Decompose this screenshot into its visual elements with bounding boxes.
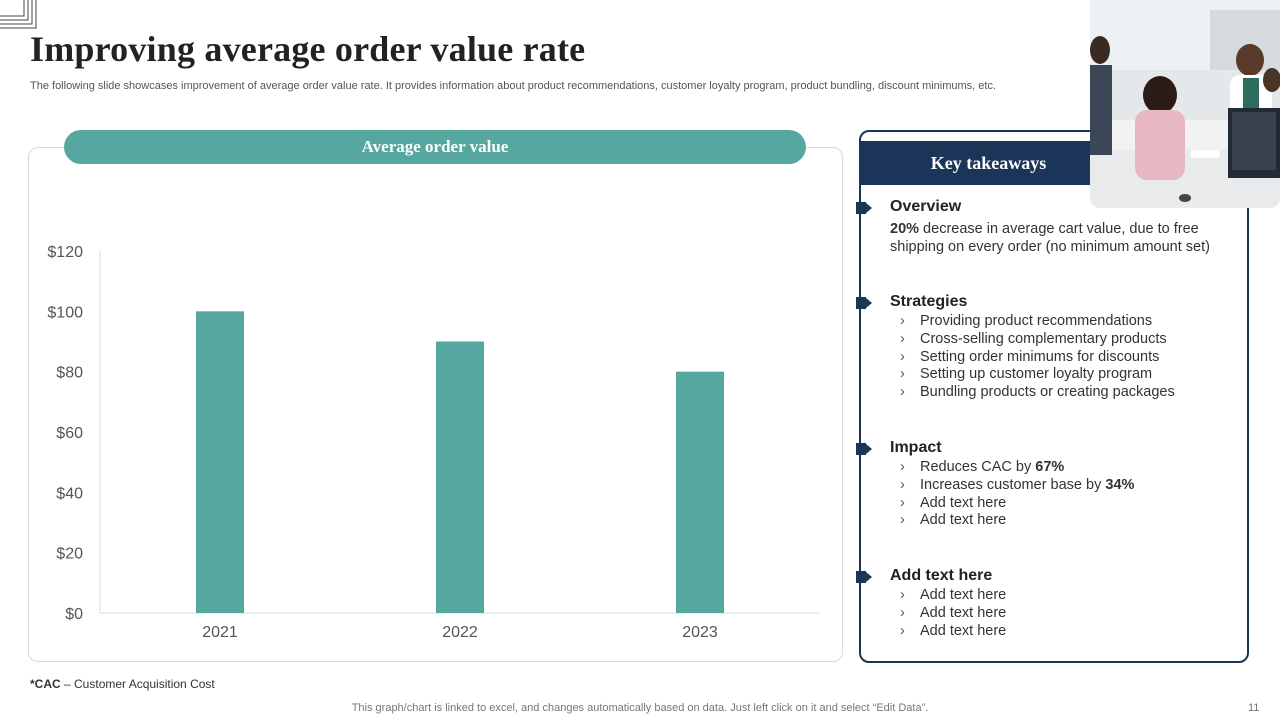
chevron-right-icon: › — [900, 366, 905, 383]
y-tick-label: $40 — [56, 485, 83, 502]
strategies-title: Strategies — [890, 293, 968, 310]
list-item-text: Bundling products or creating packages — [920, 384, 1175, 401]
list-item: › Increases customer base by 34% — [900, 477, 1134, 495]
list-item-text: Add text here — [920, 587, 1007, 603]
strategies-section: Strategies › Providing product recommenda… — [856, 293, 1246, 413]
overview-title: Overview — [890, 198, 962, 215]
extra-section: Add text here › Add text here › Add text h… — [856, 567, 1246, 647]
y-tick-label: $60 — [56, 425, 83, 442]
corner-decoration — [0, 0, 37, 29]
list-item: › Providing product recommendations — [900, 313, 1175, 331]
chevron-right-icon: › — [900, 313, 905, 329]
page-subtitle: The following slide showcases improvemen… — [30, 80, 997, 92]
bar-chart[interactable]: $0 $20 $40 $60 $80 $100 $120 2021 2022 2023 — [0, 0, 845, 665]
list-item-text: Add text here — [920, 512, 1007, 529]
strategies-list: › Providing product recommendations › Cros… — [900, 313, 1175, 402]
arrow-marker-icon — [856, 571, 872, 583]
chevron-right-icon: › — [900, 622, 905, 639]
extra-title: Add text here — [890, 567, 993, 584]
y-tick-label: $100 — [47, 304, 83, 321]
y-tick-label: $20 — [56, 546, 83, 563]
list-item-highlight: 67% — [1035, 459, 1065, 475]
list-item-text: Providing product recommendations — [920, 313, 1153, 329]
overview-highlight: 20% — [890, 221, 920, 237]
list-item-text: Reduces CAC by — [920, 459, 1036, 475]
chevron-right-icon: › — [900, 512, 905, 529]
arrow-marker-icon — [856, 202, 872, 214]
list-item: › Bundling products or creating packages — [900, 384, 1175, 402]
list-item: › Add text here — [900, 495, 1134, 513]
footer-note: This graph/chart is linked to excel, and… — [351, 702, 929, 714]
overview-section: Overview 20% decrease in average cart va… — [856, 198, 1246, 268]
takeaways-panel — [859, 130, 1249, 663]
list-item-highlight: 34% — [1105, 476, 1135, 493]
list-item-text: Setting order minimums for discounts — [920, 348, 1160, 365]
bar — [436, 341, 484, 613]
page-title: Improving average order value rate — [30, 29, 586, 69]
chevron-right-icon: › — [900, 348, 905, 365]
chevron-right-icon: › — [900, 459, 905, 475]
list-item: › Add text here — [900, 587, 1006, 605]
list-item-text: Add text here — [920, 494, 1007, 511]
chart-title-banner: Average order value — [64, 130, 806, 164]
footnote-abbr: *CAC — [30, 677, 61, 691]
bar — [196, 311, 244, 613]
x-tick-label: 2022 — [442, 624, 478, 641]
list-item: › Setting up customer loyalty program — [900, 366, 1175, 384]
list-item-text: Add text here — [920, 604, 1007, 621]
y-tick-label: $80 — [56, 365, 83, 382]
x-tick-label: 2021 — [202, 624, 238, 641]
x-tick-label: 2023 — [682, 624, 718, 641]
impact-list: › Reduces CAC by 67% › Increases customer … — [900, 459, 1134, 530]
chevron-right-icon: › — [900, 604, 905, 621]
list-item: › Cross-selling complementary products — [900, 331, 1175, 349]
bar — [676, 371, 724, 613]
y-tick-label: $0 — [65, 606, 83, 623]
y-tick-label: $120 — [47, 244, 83, 261]
impact-section: Impact › Reduces CAC by 67% › Increases cu… — [856, 439, 1246, 539]
page-number: 11 — [1248, 702, 1260, 714]
photo-illustration — [1090, 0, 1280, 208]
chevron-right-icon: › — [900, 476, 905, 493]
overview-text: 20% decrease in average cart value, due … — [890, 220, 1230, 256]
list-item: › Add text here — [900, 605, 1006, 623]
list-item-text: Increases customer base by — [920, 476, 1106, 493]
list-item: › Add text here — [900, 512, 1134, 530]
arrow-marker-icon — [856, 443, 872, 455]
list-item: › Reduces CAC by 67% — [900, 459, 1134, 477]
arrow-marker-icon — [856, 297, 872, 309]
chevron-right-icon: › — [900, 587, 905, 603]
chevron-right-icon: › — [900, 330, 905, 347]
list-item: › Setting order minimums for discounts — [900, 349, 1175, 367]
footnote: *CAC – Customer Acquisition Cost — [30, 677, 215, 691]
list-item-text: Cross-selling complementary products — [920, 330, 1167, 347]
overview-text-rest: decrease in average cart value, due to f… — [890, 221, 1210, 255]
team-meeting-photo — [1090, 0, 1280, 208]
footnote-text: – Customer Acquisition Cost — [60, 677, 215, 691]
chevron-right-icon: › — [900, 384, 905, 401]
impact-title: Impact — [890, 439, 942, 456]
takeaways-header: Key takeaways — [859, 141, 1118, 185]
chevron-right-icon: › — [900, 494, 905, 511]
extra-list: › Add text here › Add text here › Add text … — [900, 587, 1006, 640]
list-item: › Add text here — [900, 623, 1006, 641]
list-item-text: Add text here — [920, 622, 1007, 639]
list-item-text: Setting up customer loyalty program — [920, 366, 1153, 383]
